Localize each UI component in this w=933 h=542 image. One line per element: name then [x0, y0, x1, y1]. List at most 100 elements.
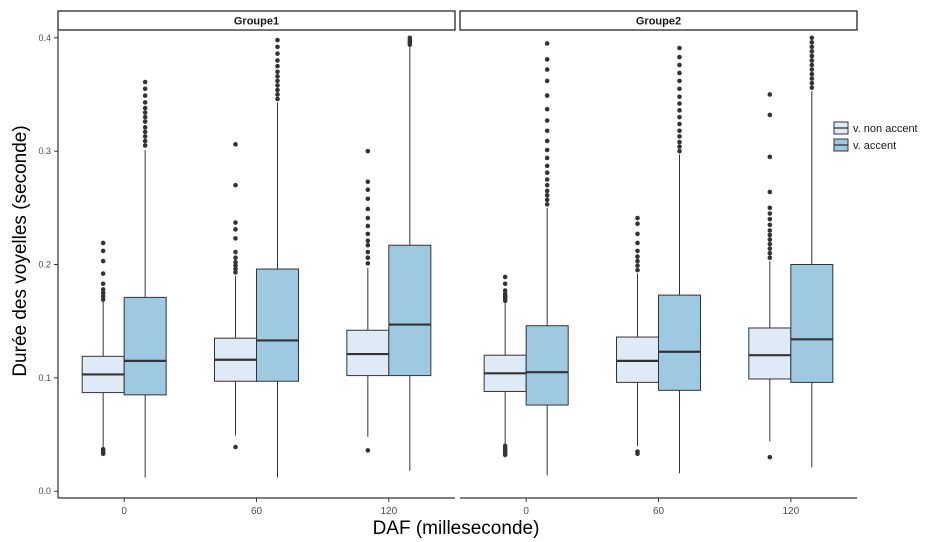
outlier-point	[767, 189, 773, 195]
outlier-point	[544, 93, 550, 98]
outlier-point	[100, 446, 106, 452]
legend-item-accent: v. accent	[833, 138, 896, 152]
outlier-point	[365, 242, 371, 248]
outlier-point	[677, 108, 682, 113]
outlier-point	[544, 155, 550, 161]
outlier-point	[544, 202, 550, 207]
outlier-point	[767, 92, 773, 97]
outlier-point	[544, 147, 550, 153]
facet-panel-2: Groupe2 0 60 120	[459, 10, 858, 517]
outlier-point	[767, 222, 773, 228]
outlier-point	[142, 86, 148, 92]
outlier-point	[100, 290, 106, 296]
outlier-point	[767, 228, 773, 233]
outlier-point	[544, 188, 550, 194]
outlier-point	[809, 67, 815, 72]
outlier-point	[677, 45, 682, 51]
outlier-point	[100, 297, 106, 302]
outlier-point	[233, 227, 238, 232]
outlier-point	[635, 258, 640, 264]
box-Groupe2-60-non-accent	[616, 215, 659, 457]
box-iqr	[525, 325, 569, 406]
outlier-point	[809, 49, 815, 54]
outlier-point	[365, 261, 371, 266]
outlier-point	[142, 143, 148, 148]
outlier-point	[809, 62, 815, 68]
outlier-point	[677, 144, 682, 149]
outlier-point	[142, 129, 148, 135]
outlier-point	[635, 231, 640, 237]
box-iqr	[346, 329, 390, 377]
outlier-point	[233, 263, 238, 268]
outlier-point	[809, 80, 815, 86]
outlier-point	[809, 35, 815, 41]
box-Groupe1-0-non-accent	[81, 240, 125, 457]
facet-strip-2	[459, 10, 858, 31]
outlier-point	[365, 179, 371, 185]
facet-strip-label-2: Groupe2	[636, 16, 681, 28]
outlier-point	[767, 216, 773, 222]
outlier-point	[809, 71, 815, 77]
outlier-point	[677, 134, 682, 139]
box-iqr	[658, 294, 701, 391]
legend-item-non-accent: v. non accent	[833, 121, 918, 135]
outlier-point	[275, 96, 280, 102]
outlier-point	[677, 70, 682, 76]
outlier-point	[767, 250, 773, 256]
outlier-point	[275, 58, 280, 63]
facet-strip-label-1: Groupe1	[234, 16, 279, 28]
legend-label: v. accent	[853, 140, 896, 152]
outlier-point	[767, 154, 773, 160]
y-tick-label: 0.2	[38, 260, 51, 270]
outlier-point	[809, 44, 815, 50]
box-Groupe1-120-non-accent	[346, 148, 390, 453]
outlier-point	[809, 85, 815, 90]
outlier-point	[275, 83, 280, 88]
legend: v. non accent v. accent	[833, 121, 918, 152]
outlier-point	[544, 118, 550, 123]
x-tick-label: 60	[653, 506, 665, 517]
outlier-point	[677, 114, 682, 120]
x-tick-label: 0	[523, 506, 529, 517]
outlier-point	[677, 139, 682, 145]
outlier-point	[767, 205, 773, 211]
outlier-point	[544, 182, 550, 188]
outlier-point	[544, 67, 550, 72]
box-iqr	[123, 296, 167, 396]
outlier-point	[635, 449, 640, 454]
outlier-point	[142, 79, 148, 85]
outlier-point	[544, 78, 550, 84]
outlier-point	[275, 63, 280, 69]
y-tick-label: 0.1	[38, 373, 51, 383]
x-tick-label: 60	[251, 506, 263, 517]
box-iqr	[256, 268, 299, 382]
outlier-point	[275, 37, 280, 43]
outlier-point	[365, 249, 371, 255]
outlier-point	[544, 193, 550, 198]
outlier-point	[544, 197, 550, 203]
outlier-point	[544, 163, 550, 169]
outlier-point	[365, 448, 371, 453]
outlier-point	[635, 263, 640, 268]
outlier-point	[365, 215, 371, 221]
outlier-point	[275, 74, 280, 79]
outlier-point	[365, 238, 371, 243]
outlier-point	[544, 128, 550, 134]
box-Groupe1-0-accent	[123, 79, 167, 478]
outlier-point	[635, 254, 640, 259]
outlier-point	[767, 112, 773, 118]
outlier-point	[767, 232, 773, 238]
outlier-point	[767, 246, 773, 251]
outlier-point	[635, 221, 640, 226]
outlier-point	[767, 255, 773, 260]
box-Groupe2-0-accent	[525, 41, 569, 476]
outlier-point	[544, 138, 550, 144]
outlier-point	[677, 128, 682, 134]
box-Groupe2-120-accent	[790, 35, 834, 468]
outlier-point	[275, 44, 280, 50]
outlier-point	[365, 187, 371, 192]
outlier-point	[365, 255, 371, 260]
outlier-point	[544, 170, 550, 175]
outlier-point	[635, 267, 640, 273]
